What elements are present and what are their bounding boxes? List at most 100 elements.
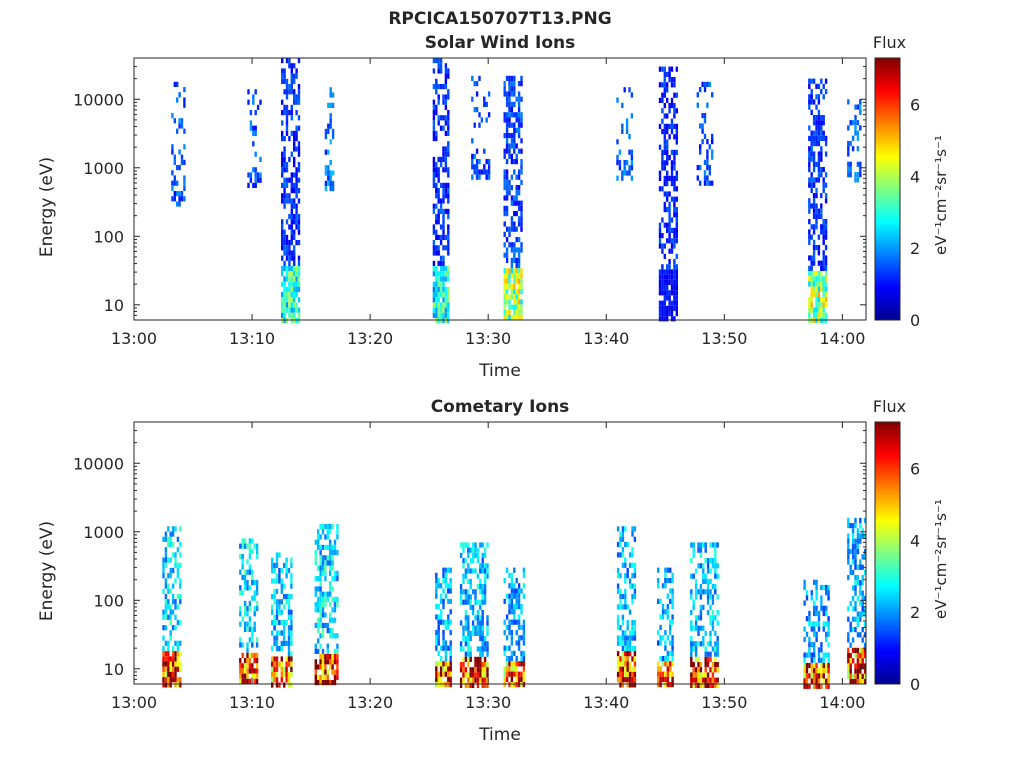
heatmap-cell [510, 107, 514, 113]
heatmap-cell [522, 656, 526, 662]
heatmap-cell [661, 609, 665, 615]
heatmap-cell [817, 626, 821, 632]
heatmap-cell [666, 175, 669, 181]
heatmap-cell [626, 573, 629, 579]
heatmap-cell [625, 123, 629, 129]
heatmap-cell [808, 156, 811, 162]
heatmap-cell [854, 114, 857, 121]
heatmap-cell [285, 255, 289, 261]
heatmap-cell [824, 224, 828, 230]
heatmap-cell [856, 172, 860, 178]
heatmap-cell [290, 224, 293, 230]
heatmap-cell [444, 99, 448, 105]
heatmap-cell [481, 662, 484, 668]
heatmap-cell [333, 596, 337, 602]
heatmap-cell [517, 81, 521, 87]
heatmap-cell [444, 120, 448, 126]
heatmap-cell [503, 619, 506, 625]
heatmap-cell [297, 94, 301, 100]
heatmap-cell [503, 81, 506, 87]
heatmap-cell [439, 583, 443, 589]
heatmap-cell [616, 583, 620, 589]
heatmap-cell [271, 630, 274, 636]
heatmap-cell [628, 578, 632, 584]
heatmap-cell [437, 172, 440, 178]
heatmap-cell [444, 266, 448, 272]
heatmap-cell [439, 666, 443, 672]
heatmap-cell [254, 130, 257, 136]
heatmap-cell [702, 542, 705, 548]
heatmap-cell [295, 302, 298, 308]
heatmap-cell [847, 673, 850, 679]
heatmap-cell [314, 586, 317, 592]
heatmap-cell [673, 212, 676, 218]
heatmap-cell [510, 572, 514, 578]
heatmap-cell [658, 123, 662, 129]
heatmap-cell [503, 117, 506, 123]
heatmap-cell [503, 268, 506, 274]
heatmap-cell [176, 97, 179, 103]
heatmap-cell [810, 203, 813, 209]
heatmap-cell [329, 560, 332, 566]
heatmap-cell [444, 593, 448, 599]
heatmap-cell [475, 107, 479, 113]
heatmap-cell [169, 567, 172, 574]
heatmap-cell [856, 668, 860, 674]
heatmap-cell [297, 214, 301, 220]
heatmap-cell [285, 620, 288, 626]
heatmap-cell [442, 234, 445, 240]
heatmap-cell [824, 135, 828, 141]
heatmap-cell [851, 146, 855, 152]
heatmap-cell [336, 576, 339, 582]
heatmap-cell [464, 656, 468, 662]
heatmap-cell [694, 656, 698, 662]
heatmap-cell [437, 676, 440, 682]
heatmap-cell [471, 667, 475, 673]
heatmap-cell [331, 669, 334, 675]
heatmap-cell [817, 271, 821, 277]
heatmap-cell [241, 642, 244, 648]
heatmap-cell [255, 652, 259, 658]
heatmap-cell [817, 177, 821, 183]
heatmap-cell [241, 543, 244, 549]
heatmap-cell [331, 180, 335, 186]
heatmap-cell [810, 260, 813, 266]
heatmap-cell [815, 219, 818, 225]
heatmap-cell [714, 542, 717, 548]
heatmap-cell [505, 112, 509, 118]
heatmap-cell [616, 526, 620, 532]
heatmap-cell [633, 661, 637, 667]
heatmap-cell [663, 243, 666, 249]
heatmap-cell [670, 97, 674, 103]
heatmap-cell [447, 598, 450, 604]
heatmap-cell [447, 188, 450, 194]
heatmap-cell [661, 316, 664, 322]
heatmap-cell [624, 604, 627, 610]
heatmap-cell [319, 576, 322, 582]
heatmap-cell [336, 659, 339, 665]
heatmap-cell [275, 604, 279, 610]
heatmap-cell [467, 552, 470, 558]
heatmap-cell [515, 278, 518, 284]
heatmap-cell [863, 642, 867, 648]
heatmap-cell [854, 653, 857, 659]
heatmap-cell [329, 186, 332, 192]
heatmap-cell [439, 162, 443, 168]
heatmap-cell [690, 610, 693, 616]
heatmap-cell [628, 552, 632, 558]
heatmap-cell [293, 146, 296, 152]
heatmap-cell [824, 255, 828, 261]
heatmap-cell [333, 602, 337, 608]
heatmap-cell [510, 81, 514, 87]
heatmap-cell [439, 115, 443, 121]
heatmap-cell [176, 191, 179, 197]
heatmap-cell [476, 620, 480, 626]
heatmap-cell [162, 567, 165, 574]
heatmap-cell [285, 89, 289, 95]
heatmap-cell [824, 286, 828, 292]
heatmap-cell [435, 604, 438, 610]
heatmap-cell [859, 172, 862, 178]
heatmap-cell [281, 292, 284, 298]
heatmap-cell [522, 666, 526, 672]
heatmap-cell [854, 606, 857, 612]
